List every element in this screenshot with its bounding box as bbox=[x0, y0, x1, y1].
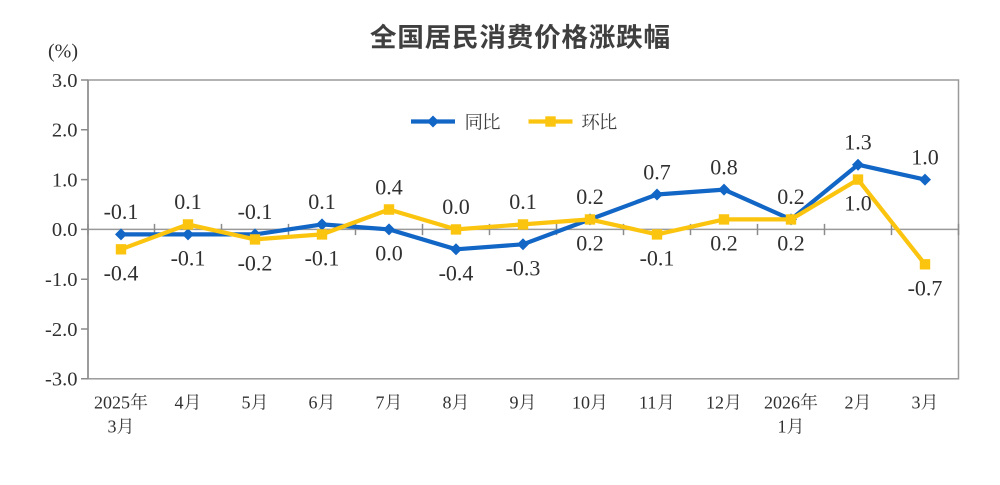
svg-text:2: 2 bbox=[845, 393, 854, 413]
svg-text:1.0: 1.0 bbox=[52, 169, 78, 191]
svg-text:2026: 2026 bbox=[764, 393, 800, 413]
svg-text:2025: 2025 bbox=[94, 393, 130, 413]
svg-text:0.4: 0.4 bbox=[375, 174, 403, 199]
svg-text:3: 3 bbox=[912, 393, 921, 413]
svg-text:1.0: 1.0 bbox=[911, 144, 939, 169]
svg-text:(%): (%) bbox=[48, 41, 78, 63]
svg-text:-0.2: -0.2 bbox=[238, 250, 273, 275]
svg-text:-0.4: -0.4 bbox=[439, 260, 474, 285]
svg-text:-3.0: -3.0 bbox=[45, 369, 77, 391]
svg-text:-0.1: -0.1 bbox=[640, 245, 675, 270]
svg-text:3: 3 bbox=[108, 417, 117, 437]
svg-text:0.8: 0.8 bbox=[710, 154, 738, 179]
svg-text:0.0: 0.0 bbox=[442, 194, 470, 219]
svg-text:11: 11 bbox=[639, 393, 656, 413]
svg-text:0.2: 0.2 bbox=[576, 230, 604, 255]
svg-text:0.7: 0.7 bbox=[643, 159, 671, 184]
svg-text:6: 6 bbox=[309, 393, 318, 413]
svg-text:-0.1: -0.1 bbox=[238, 199, 273, 224]
svg-text:-1.0: -1.0 bbox=[45, 269, 77, 291]
svg-text:0.2: 0.2 bbox=[576, 184, 604, 209]
svg-text:0.1: 0.1 bbox=[174, 189, 202, 214]
svg-text:-0.4: -0.4 bbox=[104, 260, 139, 285]
svg-text:12: 12 bbox=[706, 393, 724, 413]
svg-text:0.1: 0.1 bbox=[509, 189, 537, 214]
svg-text:3.0: 3.0 bbox=[52, 70, 78, 92]
svg-text:0.0: 0.0 bbox=[52, 219, 78, 241]
svg-text:-0.7: -0.7 bbox=[908, 275, 943, 300]
svg-text:1.0: 1.0 bbox=[844, 191, 872, 216]
svg-text:0.2: 0.2 bbox=[777, 230, 805, 255]
svg-text:4: 4 bbox=[175, 393, 184, 413]
svg-text:9: 9 bbox=[510, 393, 519, 413]
svg-text:1: 1 bbox=[778, 417, 787, 437]
svg-text:7: 7 bbox=[376, 393, 385, 413]
svg-text:0.2: 0.2 bbox=[710, 230, 738, 255]
svg-text:-0.3: -0.3 bbox=[506, 255, 541, 280]
svg-text:-0.1: -0.1 bbox=[171, 245, 206, 270]
svg-text:8: 8 bbox=[443, 393, 452, 413]
svg-text:5: 5 bbox=[242, 393, 251, 413]
svg-text:-2.0: -2.0 bbox=[45, 319, 77, 341]
svg-text:0.0: 0.0 bbox=[375, 240, 403, 265]
svg-text:10: 10 bbox=[572, 393, 590, 413]
svg-text:2.0: 2.0 bbox=[52, 120, 78, 142]
svg-text:-0.1: -0.1 bbox=[305, 245, 340, 270]
svg-text:1.3: 1.3 bbox=[844, 130, 872, 155]
svg-text:-0.1: -0.1 bbox=[104, 199, 139, 224]
svg-text:0.1: 0.1 bbox=[308, 189, 336, 214]
svg-text:0.2: 0.2 bbox=[777, 184, 805, 209]
